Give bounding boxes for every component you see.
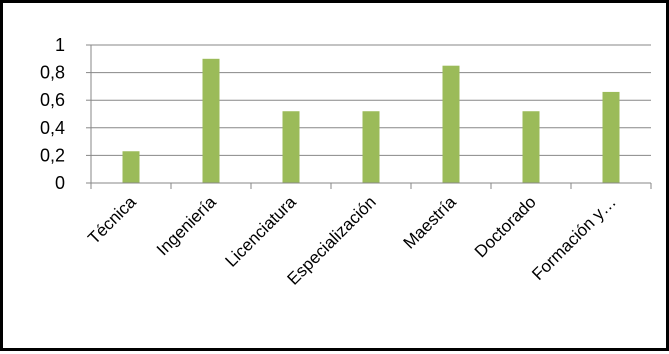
x-category-label: Licenciatura — [222, 192, 301, 271]
y-tick-label: 0,2 — [40, 145, 65, 165]
bar — [362, 111, 380, 183]
y-tick-label: 0 — [55, 173, 65, 193]
y-tick-label: 0,4 — [40, 118, 65, 138]
x-axis — [90, 45, 652, 189]
bar — [122, 151, 140, 183]
y-tick-label: 0,6 — [40, 90, 65, 110]
x-category-label: Doctorado — [471, 192, 540, 261]
gridlines — [91, 44, 651, 156]
x-category-label: Formación y… — [528, 192, 620, 284]
y-axis-tick-labels: 0 0,2 0,4 0,6 0,8 1 — [40, 35, 91, 193]
bar-chart: 0 0,2 0,4 0,6 0,8 1 Técnica Ingeniería Licencia… — [40, 35, 652, 289]
bar — [282, 111, 300, 183]
bar — [202, 58, 220, 183]
x-category-label: Técnica — [84, 192, 140, 248]
bars — [122, 58, 620, 183]
x-axis-category-labels: Técnica Ingeniería LicenciaturaEspecializa… — [84, 192, 620, 289]
bar — [522, 111, 540, 183]
x-category-label: Ingeniería — [153, 192, 220, 259]
bar — [442, 65, 460, 183]
bar — [602, 91, 620, 183]
y-tick-label: 0,8 — [40, 63, 65, 83]
y-tick-label: 1 — [55, 35, 65, 55]
x-category-label: Maestría — [400, 192, 461, 253]
